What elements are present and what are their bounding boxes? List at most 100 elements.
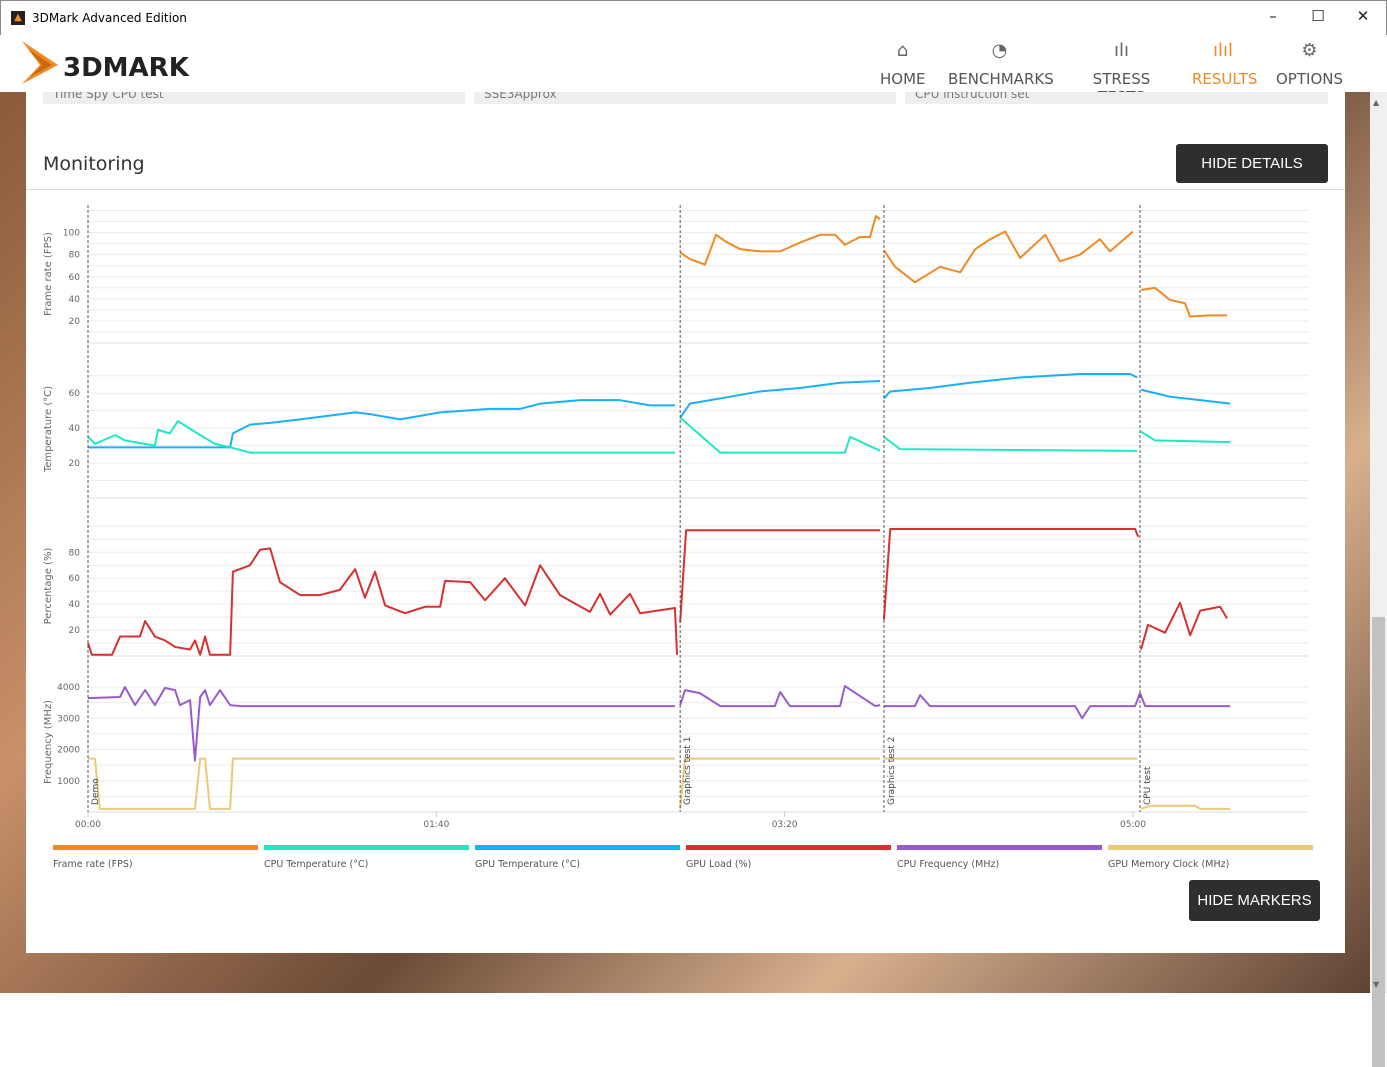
results-panel: [26, 92, 1345, 953]
legend-swatch: [475, 845, 680, 850]
series-line-cpu_temp: [883, 436, 1138, 452]
maximize-button[interactable]: ☐: [1311, 7, 1325, 25]
series-line-gpu_temp: [88, 399, 675, 449]
scrollbar-thumb[interactable]: [1372, 617, 1385, 1067]
series-line-fps: [883, 230, 1134, 284]
x-tick-label: 05:00: [1120, 820, 1146, 830]
y-tick-label: 3000: [57, 714, 80, 724]
logo-text: 3DMARK: [63, 53, 190, 83]
series-line-gpu_load: [1140, 601, 1228, 650]
legend-item-gpu_load[interactable]: GPU Load (%): [686, 845, 891, 870]
home-icon: ⌂: [896, 40, 909, 61]
y-tick-label: 80: [69, 548, 81, 558]
legend-swatch: [264, 845, 469, 850]
x-tick-label: 03:20: [772, 820, 798, 830]
legend-item-fps[interactable]: Frame rate (FPS): [53, 845, 258, 870]
test-marker-label: Demo: [91, 778, 101, 805]
divider: [26, 189, 1345, 190]
minimize-button[interactable]: –: [1269, 7, 1277, 25]
y-tick-label: 20: [69, 626, 81, 636]
vertical-scrollbar[interactable]: ▲ ▼: [1370, 92, 1387, 1067]
series-line-fps: [679, 215, 881, 266]
nav-label: RESULTS: [1192, 70, 1258, 88]
hide-details-button[interactable]: HIDE DETAILS: [1176, 144, 1328, 183]
y-axis-label: Frequency (MHz): [43, 700, 54, 784]
y-tick-label: 60: [69, 273, 81, 283]
legend-label: CPU Frequency (MHz): [897, 859, 1000, 870]
series-line-gpu_temp: [883, 372, 1138, 400]
legend-item-gpu_mem[interactable]: GPU Memory Clock (MHz): [1108, 845, 1313, 870]
test-marker-label: Graphics test 2: [887, 737, 897, 805]
legend-item-cpu_freq[interactable]: CPU Frequency (MHz): [897, 845, 1102, 870]
series-line-cpu_temp: [87, 420, 675, 454]
series-line-gpu_temp: [1140, 388, 1231, 405]
nav-label: HOME: [880, 70, 926, 88]
legend-label: GPU Load (%): [686, 859, 752, 870]
y-tick-label: 40: [69, 424, 81, 434]
series-line-fps: [1140, 286, 1228, 318]
detail-card: Time Spy CPU test: [43, 92, 465, 104]
legend-swatch: [1108, 845, 1313, 850]
nav-home[interactable]: ⌂ HOME: [880, 39, 926, 88]
legend-item-gpu_temp[interactable]: GPU Temperature (°C): [475, 845, 680, 870]
window-title: 3DMark Advanced Edition: [32, 11, 187, 25]
nav-label: OPTIONS: [1276, 70, 1343, 88]
y-tick-label: 20: [69, 317, 81, 327]
nav-label: BENCHMARKS: [948, 70, 1054, 88]
stress-bars-icon: ılı: [1113, 40, 1129, 61]
x-tick-label: 00:00: [75, 820, 101, 830]
title-bar: ▲ 3DMark Advanced Edition – ☐ ✕: [0, 0, 1387, 35]
3dmark-logo[interactable]: 3DMARK: [18, 39, 228, 87]
series-line-cpu_freq: [679, 685, 881, 708]
nav-results[interactable]: ılıl RESULTS: [1192, 39, 1258, 88]
scroll-up-arrow-icon[interactable]: ▲: [1373, 98, 1380, 107]
gauge-icon: ◔: [991, 40, 1008, 61]
y-tick-label: 60: [69, 574, 81, 584]
y-axis-label: Temperature (°C): [43, 386, 54, 473]
y-tick-label: 80: [69, 251, 81, 261]
monitoring-chart: 20 40 60 80 100 Frame rate (FPS) 20 40 60 Tempera…: [43, 205, 1308, 830]
y-tick-label: 4000: [57, 683, 80, 693]
y-tick-label: 20: [69, 459, 81, 469]
close-button[interactable]: ✕: [1356, 7, 1370, 25]
legend-label: CPU Temperature (°C): [264, 859, 369, 870]
y-tick-label: 1000: [57, 777, 80, 787]
y-tick-label: 40: [69, 295, 81, 305]
series-line-gpu_load: [87, 547, 679, 656]
y-tick-label: 100: [63, 229, 80, 239]
x-tick-label: 01:40: [423, 820, 449, 830]
legend-swatch: [686, 845, 891, 850]
monitoring-title: Monitoring: [43, 153, 145, 175]
series-line-cpu_freq: [883, 692, 1231, 720]
test-marker-label: CPU test: [1143, 766, 1153, 805]
y-tick-label: 2000: [57, 746, 80, 756]
hide-markers-button[interactable]: HIDE MARKERS: [1189, 880, 1320, 921]
detail-card: SSE3Approx: [474, 92, 896, 104]
y-tick-label: 60: [69, 389, 81, 399]
legend-swatch: [53, 845, 258, 850]
series-line-cpu_freq: [87, 686, 675, 762]
gear-icon: ⚙: [1301, 40, 1318, 61]
detail-card: CPU instruction set: [905, 92, 1328, 104]
results-bars-icon: ılıl: [1212, 40, 1233, 61]
series-line-gpu_load: [679, 529, 881, 623]
y-axis-label: Frame rate (FPS): [43, 232, 54, 316]
series-line-cpu_temp: [679, 416, 881, 454]
y-axis-label: Percentage (%): [43, 548, 54, 625]
legend-item-cpu_temp[interactable]: CPU Temperature (°C): [264, 845, 469, 870]
series-line-gpu_mem: [1140, 804, 1231, 810]
series-line-gpu_mem: [88, 757, 675, 810]
legend-label: Frame rate (FPS): [53, 859, 133, 870]
y-tick-label: 40: [69, 600, 81, 610]
scroll-down-arrow-icon[interactable]: ▼: [1373, 980, 1380, 989]
series-line-cpu_temp: [1140, 430, 1231, 444]
nav-options[interactable]: ⚙ OPTIONS: [1276, 39, 1343, 88]
app-icon: ▲: [11, 11, 25, 25]
series-line-gpu_temp: [679, 379, 881, 419]
series-line-gpu_mem: [679, 757, 881, 809]
legend-label: GPU Memory Clock (MHz): [1108, 859, 1230, 870]
nav-benchmarks[interactable]: ◔ BENCHMARKS: [948, 39, 1054, 88]
legend-label: GPU Temperature (°C): [475, 859, 581, 870]
test-marker-label: Graphics test 1: [683, 737, 693, 805]
